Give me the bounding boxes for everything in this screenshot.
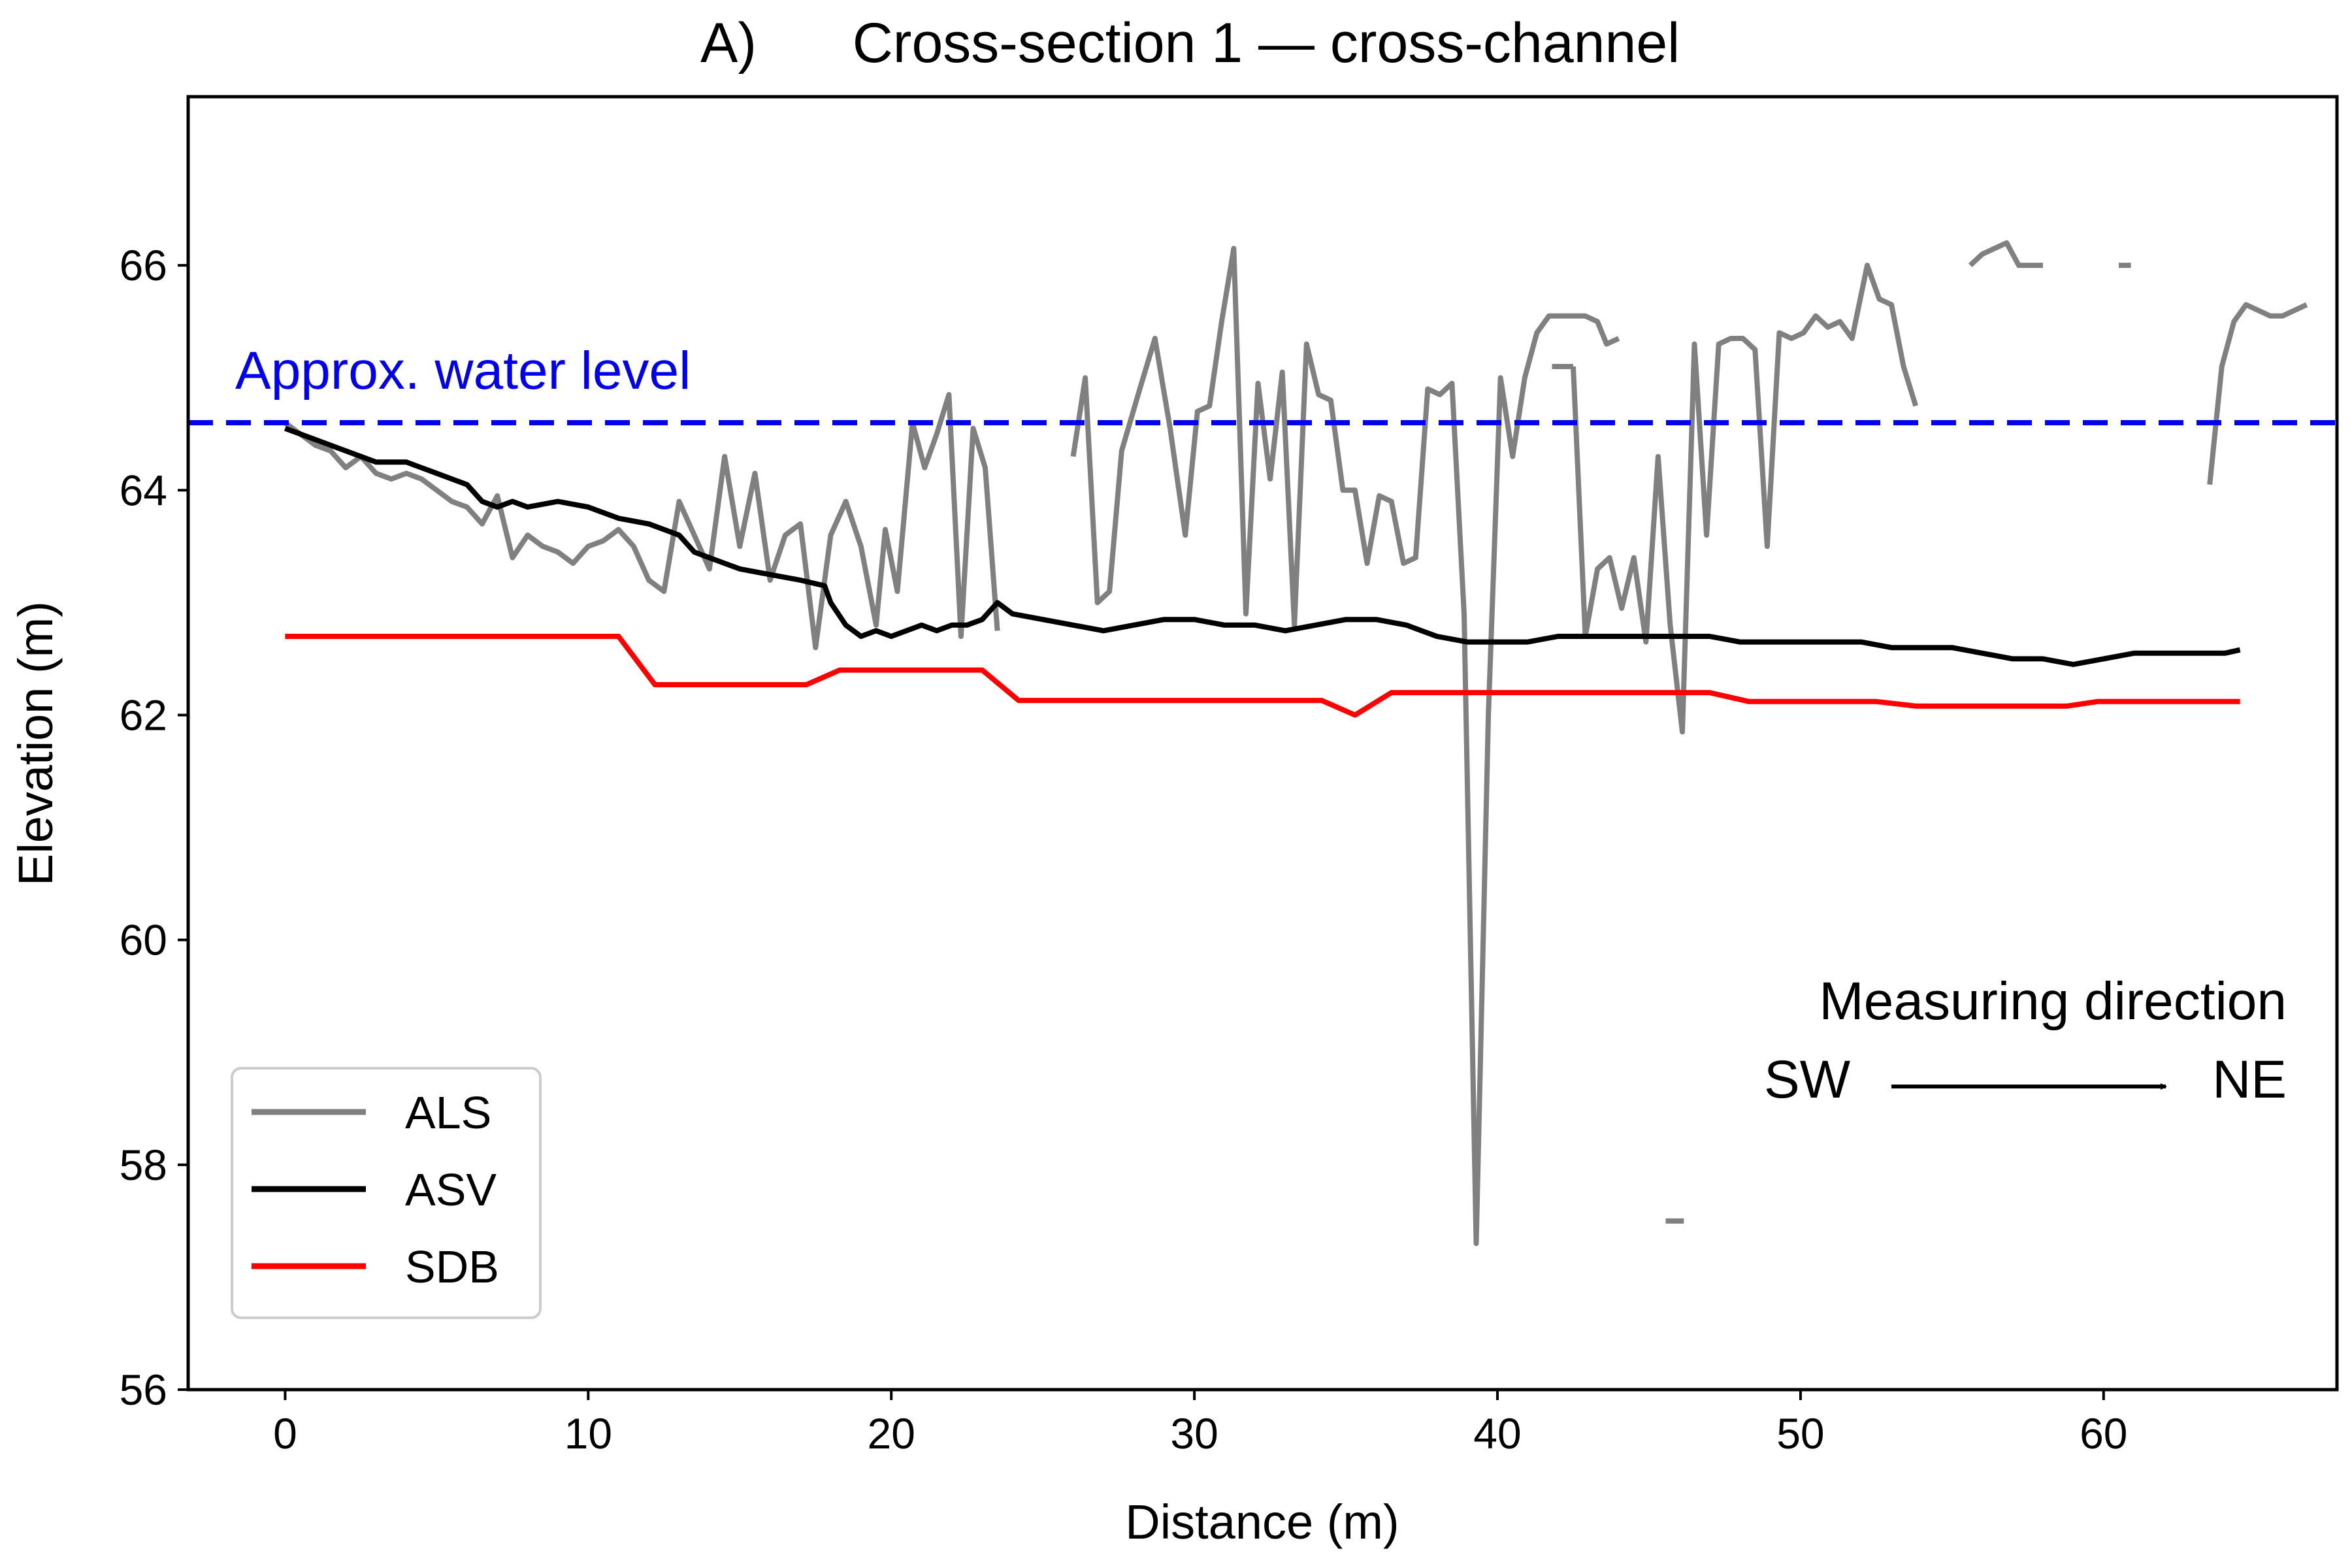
y-tick-label: 64 [120, 466, 167, 514]
y-axis-title: Elevation (m) [8, 601, 63, 886]
series-als-line [2207, 302, 2308, 485]
legend-label-sdb: SDB [405, 1241, 499, 1292]
direction-title: Measuring direction [1819, 972, 2287, 1031]
y-tick-label: 58 [120, 1141, 167, 1189]
y-tick-label: 56 [120, 1365, 167, 1414]
y-axis: 56 58 60 62 64 66 [120, 241, 188, 1414]
water-level-label: Approx. water level [235, 341, 691, 400]
legend: ALS ASV SDB [231, 1067, 542, 1319]
series-als-line [1571, 263, 1919, 735]
series-als-line [284, 392, 1000, 651]
y-tick-label: 66 [120, 241, 167, 289]
x-tick-label: 40 [1473, 1409, 1521, 1458]
legend-label-als: ALS [405, 1087, 491, 1138]
x-tick-label: 10 [564, 1409, 612, 1458]
series-sdb-line [285, 634, 2240, 718]
chart-title: Cross-section 1 — cross-channel [853, 12, 1680, 74]
series-als-line [1968, 240, 2043, 269]
direction-to: NE [2212, 1050, 2287, 1109]
y-tick-label: 60 [120, 916, 167, 964]
panel-label: A) [700, 12, 757, 74]
legend-frame [231, 1067, 542, 1319]
direction-from: SW [1764, 1050, 1851, 1109]
x-tick-label: 30 [1170, 1409, 1218, 1458]
chart-title-group: A) Cross-section 1 — cross-channel [700, 12, 1680, 74]
water-level-layer: Approx. water level [188, 341, 2337, 426]
plot-frame [186, 95, 2339, 1392]
series-als-line [1070, 246, 1620, 1247]
y-tick-label: 62 [120, 691, 167, 739]
x-axis: 0 10 20 30 40 50 60 [273, 1390, 2128, 1458]
direction-annotation: Measuring direction SW NE [1764, 972, 2287, 1109]
series-asv-line [284, 425, 2241, 667]
x-tick-label: 20 [868, 1409, 915, 1458]
legend-label-asv: ASV [405, 1164, 497, 1215]
plot-area [284, 240, 2308, 1247]
x-tick-label: 50 [1776, 1409, 1824, 1458]
x-tick-label: 0 [273, 1409, 297, 1458]
x-tick-label: 60 [2080, 1409, 2127, 1458]
x-axis-title: Distance (m) [1125, 1495, 1399, 1549]
